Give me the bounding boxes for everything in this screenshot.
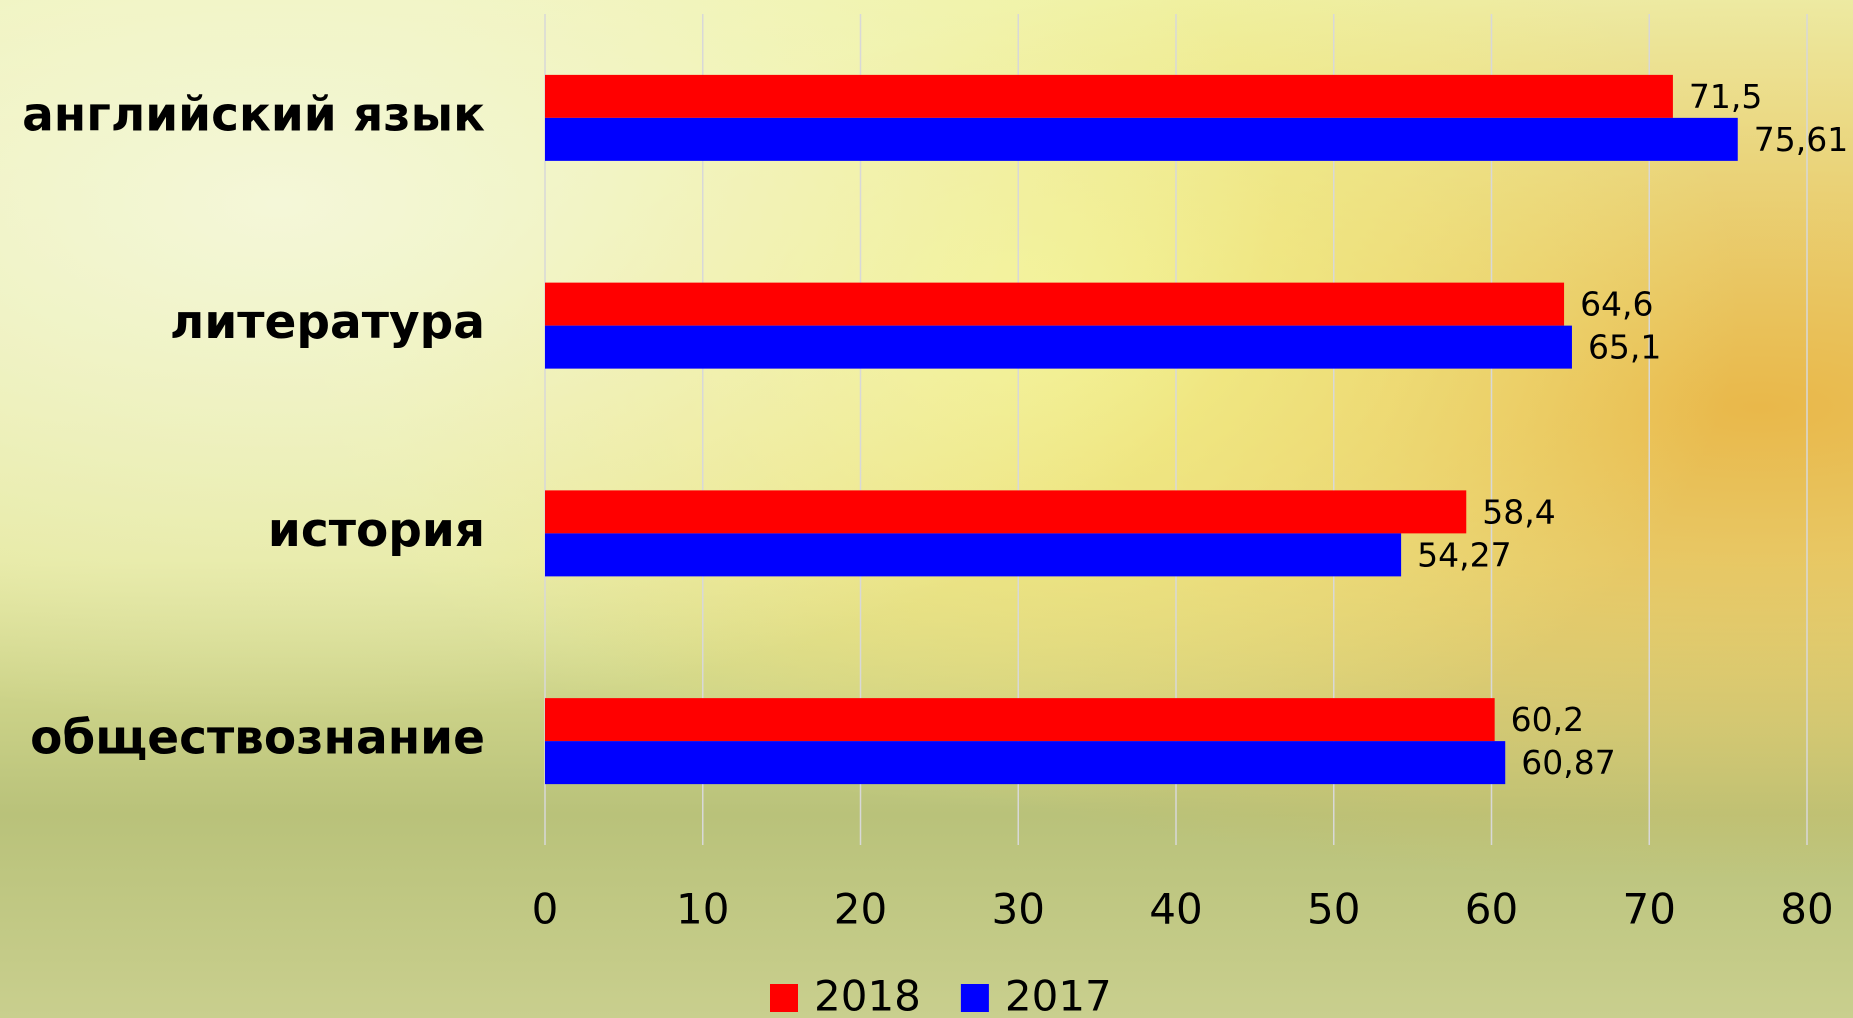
bar	[545, 325, 1572, 369]
bar	[545, 282, 1565, 326]
category-label: история	[268, 503, 485, 558]
bar	[545, 117, 1738, 161]
value-label: 54,27	[1417, 535, 1511, 574]
value-label: 71,5	[1689, 77, 1762, 116]
bar	[545, 741, 1506, 785]
category-label: обществознание	[30, 711, 485, 766]
value-label: 60,87	[1521, 743, 1615, 782]
x-tick-label: 30	[992, 885, 1045, 934]
value-label: 65,1	[1588, 328, 1661, 367]
legend-swatch	[770, 984, 798, 1012]
bar	[545, 74, 1673, 118]
bar	[545, 533, 1402, 577]
legend-label: 2017	[1005, 972, 1112, 1018]
x-tick-label: 20	[834, 885, 887, 934]
x-tick-label: 10	[676, 885, 729, 934]
x-tick-label: 80	[1780, 885, 1833, 934]
category-label: литература	[170, 295, 485, 350]
x-tick-label: 0	[532, 885, 559, 934]
legend-swatch	[960, 984, 989, 1012]
legend-label: 2018	[814, 972, 921, 1018]
x-tick-label: 60	[1465, 885, 1518, 934]
x-tick-label: 70	[1623, 885, 1676, 934]
bar	[545, 698, 1495, 742]
value-label: 60,2	[1511, 700, 1584, 739]
x-tick-label: 50	[1307, 885, 1360, 934]
value-label: 75,61	[1754, 120, 1848, 159]
x-tick-label: 40	[1149, 885, 1202, 934]
category-label: английский язык	[22, 87, 485, 142]
bar	[545, 490, 1467, 534]
value-label: 58,4	[1482, 492, 1555, 531]
value-label: 64,6	[1580, 285, 1653, 324]
